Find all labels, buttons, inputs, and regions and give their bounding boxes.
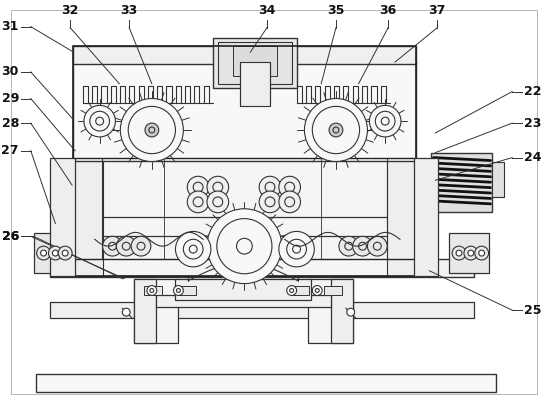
- Bar: [73, 46, 416, 276]
- Text: 26: 26: [2, 230, 19, 243]
- Bar: [331, 279, 353, 343]
- Bar: [387, 158, 417, 276]
- Circle shape: [254, 236, 274, 256]
- Circle shape: [279, 191, 300, 213]
- Circle shape: [475, 246, 489, 260]
- Circle shape: [145, 123, 159, 137]
- Circle shape: [207, 209, 282, 284]
- Circle shape: [468, 250, 474, 256]
- Circle shape: [287, 286, 296, 296]
- Bar: [144, 286, 162, 296]
- Circle shape: [122, 308, 130, 316]
- Circle shape: [36, 246, 51, 260]
- Circle shape: [479, 250, 485, 256]
- Bar: [134, 279, 156, 343]
- Circle shape: [312, 286, 322, 296]
- Circle shape: [207, 191, 228, 213]
- Bar: [308, 279, 353, 343]
- Text: 33: 33: [121, 4, 138, 17]
- Circle shape: [347, 308, 355, 316]
- Circle shape: [339, 236, 358, 256]
- Bar: [134, 279, 178, 343]
- Text: 25: 25: [524, 304, 541, 317]
- Circle shape: [84, 105, 115, 137]
- Bar: [233, 46, 277, 76]
- Bar: [449, 233, 489, 273]
- Circle shape: [367, 236, 387, 256]
- Text: 32: 32: [61, 4, 79, 17]
- Circle shape: [58, 246, 72, 260]
- Circle shape: [216, 236, 236, 256]
- Bar: [492, 162, 504, 197]
- Circle shape: [279, 176, 300, 198]
- Circle shape: [131, 236, 151, 256]
- Text: 24: 24: [524, 151, 541, 164]
- Circle shape: [187, 176, 209, 198]
- Bar: [414, 158, 438, 276]
- Bar: [73, 158, 103, 276]
- Bar: [34, 233, 73, 273]
- Bar: [51, 259, 474, 277]
- Bar: [73, 158, 416, 276]
- Text: 27: 27: [2, 144, 19, 157]
- Bar: [292, 286, 310, 296]
- Circle shape: [174, 286, 183, 296]
- Circle shape: [62, 250, 68, 256]
- Bar: [36, 374, 497, 392]
- Bar: [418, 160, 431, 202]
- Circle shape: [305, 98, 367, 162]
- Bar: [156, 296, 331, 307]
- Bar: [240, 62, 270, 106]
- Bar: [73, 46, 416, 64]
- Circle shape: [116, 236, 136, 256]
- Text: 26: 26: [2, 230, 19, 243]
- Circle shape: [48, 246, 62, 260]
- Text: 22: 22: [524, 85, 541, 98]
- Circle shape: [452, 246, 466, 260]
- Bar: [218, 42, 292, 84]
- Text: 28: 28: [2, 117, 19, 130]
- Bar: [176, 279, 311, 300]
- Circle shape: [207, 176, 228, 198]
- Circle shape: [329, 123, 343, 137]
- Circle shape: [353, 236, 373, 256]
- Bar: [73, 62, 416, 160]
- Circle shape: [52, 250, 58, 256]
- Text: 36: 36: [380, 4, 397, 17]
- Bar: [178, 286, 196, 296]
- Circle shape: [187, 191, 209, 213]
- Text: 29: 29: [2, 92, 19, 105]
- Circle shape: [120, 98, 183, 162]
- Circle shape: [456, 250, 462, 256]
- Bar: [431, 153, 492, 212]
- Bar: [324, 286, 342, 296]
- Circle shape: [198, 236, 218, 256]
- Circle shape: [259, 191, 281, 213]
- Bar: [51, 158, 75, 276]
- Text: 23: 23: [524, 117, 541, 130]
- Circle shape: [41, 250, 46, 256]
- Text: 35: 35: [327, 4, 345, 17]
- Circle shape: [464, 246, 478, 260]
- Circle shape: [176, 232, 211, 267]
- Bar: [213, 38, 296, 88]
- Circle shape: [272, 236, 292, 256]
- Circle shape: [259, 176, 281, 198]
- Bar: [51, 302, 474, 318]
- Text: 34: 34: [258, 4, 276, 17]
- Circle shape: [147, 286, 157, 296]
- Circle shape: [279, 232, 314, 267]
- Text: 31: 31: [2, 20, 19, 33]
- Text: 30: 30: [2, 66, 19, 78]
- Circle shape: [103, 236, 122, 256]
- Circle shape: [369, 105, 401, 137]
- Text: 37: 37: [429, 4, 446, 17]
